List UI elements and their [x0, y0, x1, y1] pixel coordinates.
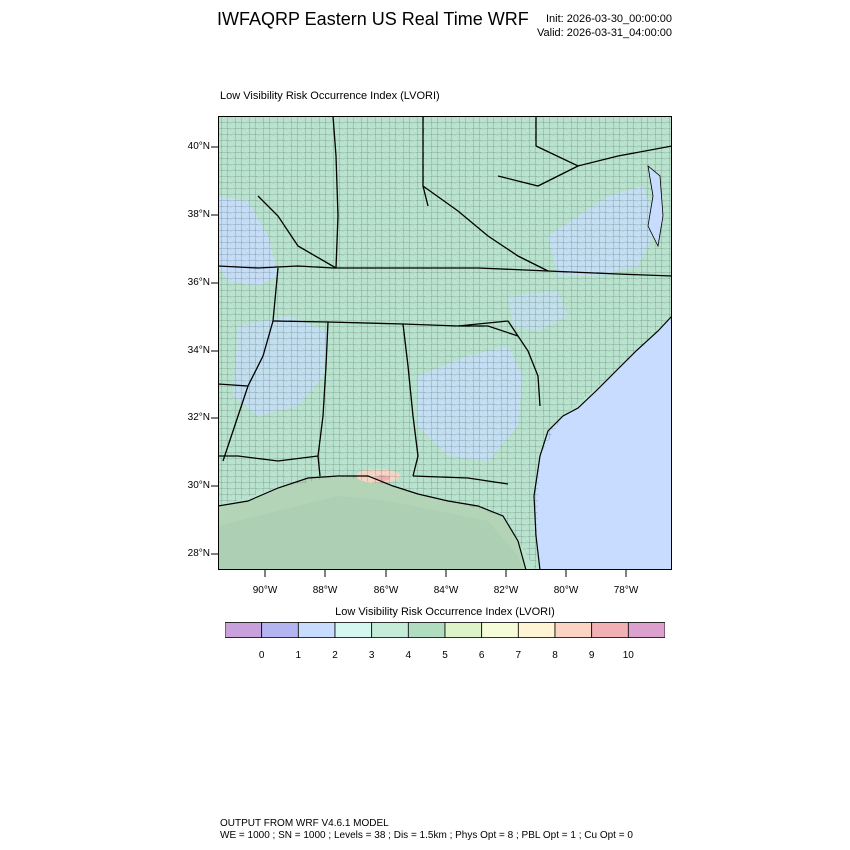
model-footer: OUTPUT FROM WRF V4.6.1 MODEL WE = 1000 ;… [220, 818, 633, 842]
colorbar-label-4: 4 [405, 650, 412, 661]
lon-ticks [264, 570, 627, 577]
lon-label-86w: 86°W [373, 585, 399, 596]
lon-label-88w: 88°W [312, 585, 338, 596]
county-lines [218, 116, 672, 570]
atlantic-ocean [534, 316, 672, 570]
init-time: Init: 2026-03-30_00:00:00 [546, 13, 672, 25]
coastline [218, 315, 672, 570]
colorbar-label-7: 7 [515, 650, 522, 661]
lat-label-28n: 28°N [187, 548, 210, 559]
lon-label-78w: 78°W [613, 585, 639, 596]
footer-line-1: OUTPUT FROM WRF V4.6.1 MODEL [220, 818, 389, 829]
lvori-map [218, 116, 672, 570]
colorbar-swatch-6 [444, 622, 483, 638]
state-boundaries [218, 116, 672, 485]
lat-label-32n: 32°N [187, 412, 210, 423]
valid-time: Valid: 2026-03-31_04:00:00 [537, 27, 672, 39]
main-title: IWFAQRP Eastern US Real Time WRF [217, 9, 529, 29]
colorbar-swatch-8 [517, 622, 556, 638]
colorbar-label-1: 1 [295, 650, 302, 661]
colorbar-swatch-10 [591, 622, 629, 638]
colorbar-swatch-11 [627, 622, 665, 638]
lat-label-38n: 38°N [187, 209, 210, 220]
colorbar-swatch-5 [407, 622, 446, 638]
panel-title: Low Visibility Risk Occurrence Index (LV… [220, 90, 440, 102]
colorbar-swatch-1 [261, 622, 299, 638]
lon-label-84w: 84°W [433, 585, 459, 596]
lon-label-80w: 80°W [553, 585, 579, 596]
init-valid-times: Init: 2026-03-30_00:00:00 Valid: 2026-03… [520, 12, 672, 40]
colorbar-swatch-2 [297, 622, 336, 638]
colorbar-label-9: 9 [588, 650, 595, 661]
lat-label-36n: 36°N [187, 277, 210, 288]
colorbar-label-6: 6 [478, 650, 485, 661]
lat-label-40n: 40°N [187, 141, 210, 152]
colorbar-label-3: 3 [368, 650, 375, 661]
colorbar-label-8: 8 [552, 650, 558, 661]
lat-label-30n: 30°N [187, 480, 210, 491]
chesapeake-bay [647, 165, 664, 248]
lat-ticks [211, 146, 218, 555]
colorbar-swatch-3 [334, 622, 373, 638]
colorbar [225, 622, 665, 638]
colorbar-label-5: 5 [442, 650, 448, 661]
colorbar-swatch-7 [481, 622, 519, 638]
colorbar-swatch-4 [371, 622, 409, 638]
lat-label-34n: 34°N [187, 345, 210, 356]
lon-label-90w: 90°W [252, 585, 278, 596]
colorbar-label-10: 10 [622, 650, 634, 661]
map-border [218, 116, 672, 570]
colorbar-swatch-9 [554, 622, 593, 638]
colorbar-title: Low Visibility Risk Occurrence Index (LV… [335, 606, 555, 618]
gulf-shelf [218, 496, 523, 570]
colorbar-swatch-0 [225, 622, 263, 638]
lon-label-82w: 82°W [493, 585, 519, 596]
colorbar-label-0: 0 [258, 650, 265, 661]
footer-line-2: WE = 1000 ; SN = 1000 ; Levels = 38 ; Di… [220, 830, 633, 841]
colorbar-label-2: 2 [332, 650, 338, 661]
